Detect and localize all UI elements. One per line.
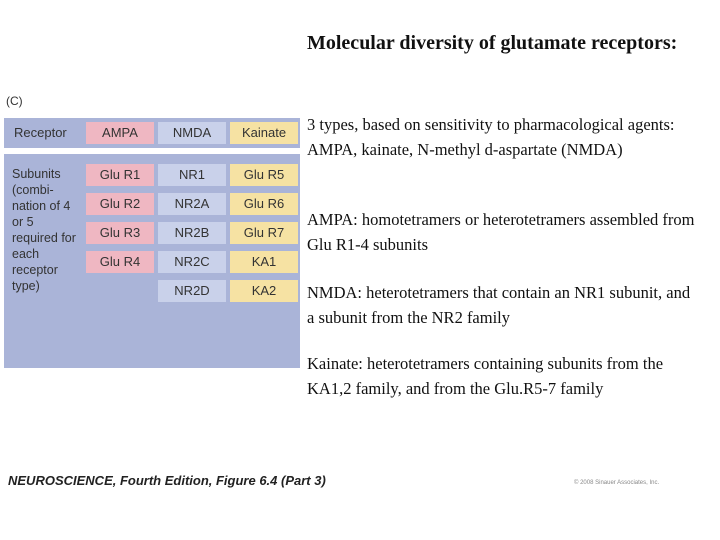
subunit-cell: Glu R4 <box>86 251 154 273</box>
slide-title: Molecular diversity of glutamate recepto… <box>307 32 678 54</box>
subunit-cell: Glu R2 <box>86 193 154 215</box>
subunit-cell: KA1 <box>230 251 298 273</box>
header-ampa: AMPA <box>86 122 154 144</box>
subunit-cell: Glu R3 <box>86 222 154 244</box>
subunit-cell: Glu R1 <box>86 164 154 186</box>
receptor-label: Receptor <box>14 125 67 140</box>
subunit-cell: NR1 <box>158 164 226 186</box>
receptor-figure: (C) Receptor AMPA NMDA Kainate Subunits … <box>2 90 302 368</box>
bullet-nmda: NMDA: heterotetramers that contain an NR… <box>307 283 691 327</box>
copyright-notice: © 2008 Sinauer Associates, Inc. <box>574 480 660 486</box>
subunit-cell: NR2D <box>158 280 226 302</box>
subunit-cell: Glu R6 <box>230 193 298 215</box>
subunit-cell: Glu R5 <box>230 164 298 186</box>
subunits-label: Subunits (combi-nation of 4 or 5 require… <box>12 167 76 293</box>
header-kainate: Kainate <box>230 122 298 144</box>
bullet-kainate: Kainate: heterotetramers containing subu… <box>307 354 664 398</box>
subunit-cell: NR2A <box>158 193 226 215</box>
subunit-cell: Glu R7 <box>230 222 298 244</box>
subunit-cell: KA2 <box>230 280 298 302</box>
panel-label: (C) <box>6 94 23 108</box>
figure-caption: NEUROSCIENCE, Fourth Edition, Figure 6.4… <box>8 473 326 488</box>
bullet-types: 3 types, based on sensitivity to pharmac… <box>307 115 675 159</box>
subunit-cell: NR2C <box>158 251 226 273</box>
header-nmda: NMDA <box>158 122 226 144</box>
bullet-ampa: AMPA: homotetramers or heterotetramers a… <box>307 210 695 254</box>
subunit-cell: NR2B <box>158 222 226 244</box>
